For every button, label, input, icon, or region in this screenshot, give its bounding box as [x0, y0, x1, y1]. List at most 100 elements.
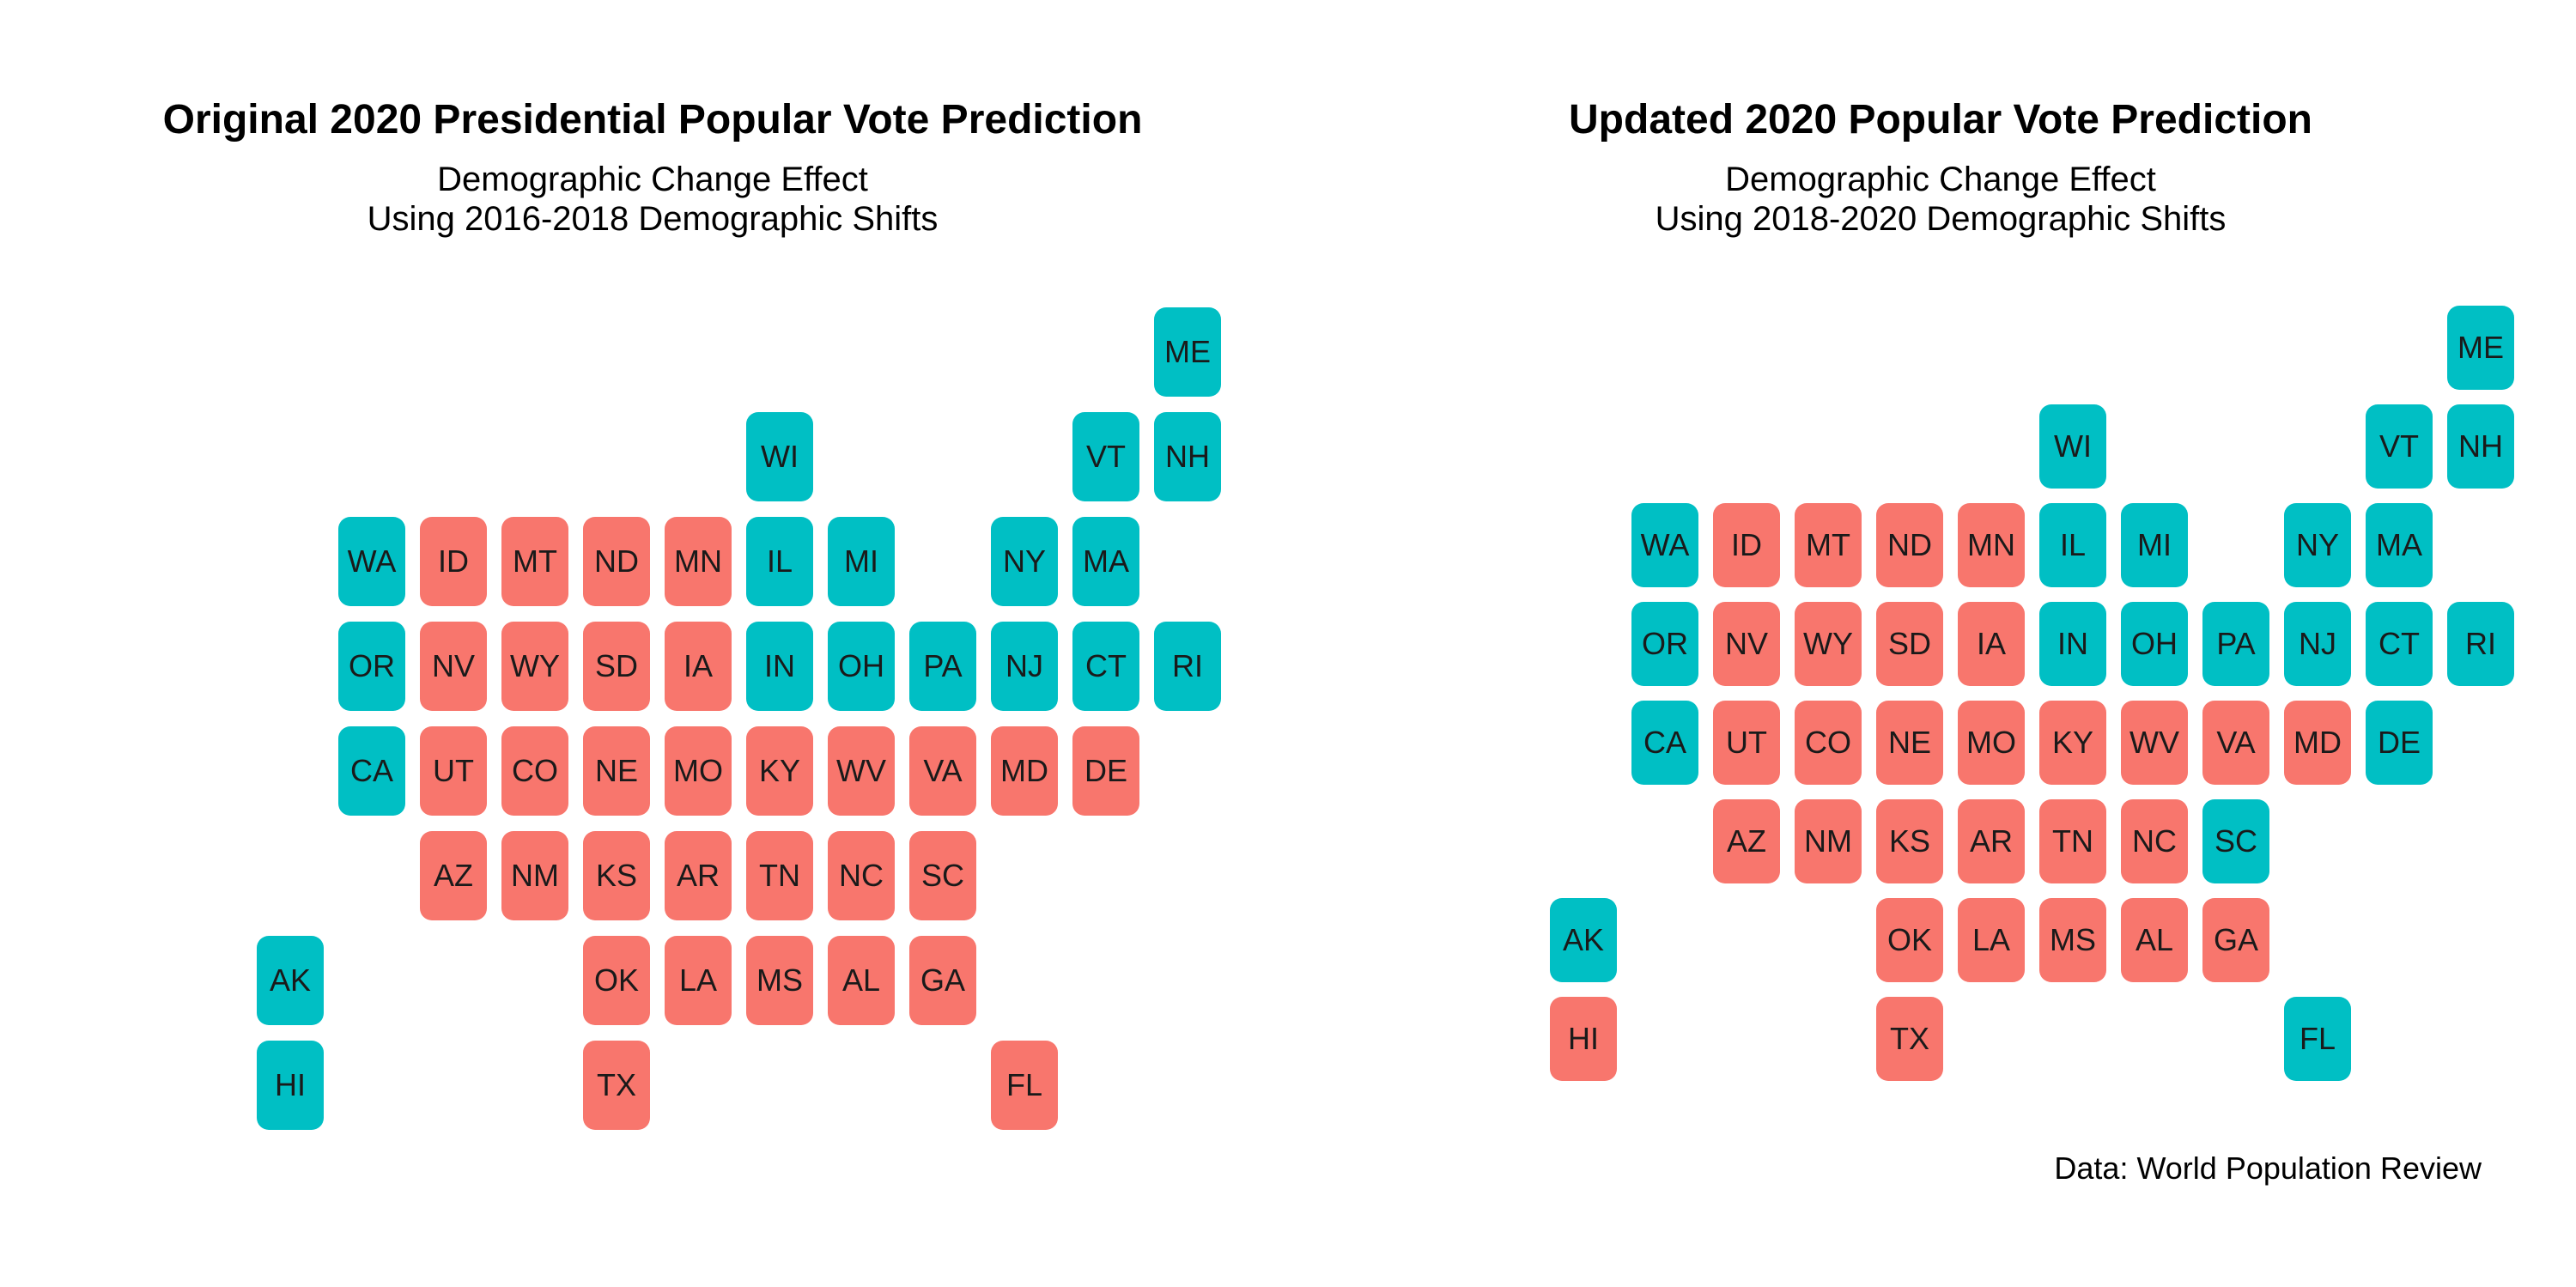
state-tile-nm: NM	[1795, 799, 1862, 883]
state-tile-in: IN	[746, 622, 813, 711]
state-tile-md: MD	[991, 726, 1058, 816]
state-tile-la: LA	[1958, 898, 2025, 982]
state-tile-wa: WA	[338, 517, 405, 606]
state-tile-in: IN	[2039, 602, 2106, 686]
right-panel-subtitle: Demographic Change Effect Using 2018-202…	[1305, 160, 2576, 239]
state-tile-pa: PA	[2202, 602, 2269, 686]
right-map-panel: Updated 2020 Popular Vote Prediction Dem…	[1305, 0, 2576, 1287]
state-tile-al: AL	[2121, 898, 2188, 982]
state-tile-ny: NY	[991, 517, 1058, 606]
state-tile-ca: CA	[338, 726, 405, 816]
state-tile-pa: PA	[909, 622, 976, 711]
left-panel-subtitle: Demographic Change Effect Using 2016-201…	[0, 160, 1305, 239]
state-tile-wa: WA	[1631, 503, 1698, 587]
state-tile-ia: IA	[665, 622, 732, 711]
right-panel-title: Updated 2020 Popular Vote Prediction	[1569, 97, 2312, 143]
state-tile-wv: WV	[828, 726, 895, 816]
state-tile-me: ME	[2447, 306, 2514, 390]
state-tile-az: AZ	[1713, 799, 1780, 883]
state-tile-fl: FL	[2284, 997, 2351, 1081]
state-tile-nd: ND	[1876, 503, 1943, 587]
state-tile-wy: WY	[1795, 602, 1862, 686]
state-tile-hi: HI	[1550, 997, 1617, 1081]
state-tile-me: ME	[1154, 307, 1221, 397]
state-tile-ks: KS	[1876, 799, 1943, 883]
state-tile-vt: VT	[2366, 404, 2433, 489]
state-tile-mo: MO	[665, 726, 732, 816]
state-tile-hi: HI	[257, 1041, 324, 1130]
state-tile-vt: VT	[1072, 412, 1139, 501]
left-map-panel: Original 2020 Presidential Popular Vote …	[0, 97, 1305, 1130]
state-tile-ms: MS	[746, 936, 813, 1025]
state-tile-tx: TX	[583, 1041, 650, 1130]
state-tile-ga: GA	[2202, 898, 2269, 982]
state-tile-co: CO	[1795, 701, 1862, 785]
state-tile-va: VA	[909, 726, 976, 816]
state-tile-ne: NE	[1876, 701, 1943, 785]
state-tile-ga: GA	[909, 936, 976, 1025]
state-tile-il: IL	[2039, 503, 2106, 587]
state-tile-id: ID	[1713, 503, 1780, 587]
state-tile-de: DE	[1072, 726, 1139, 816]
state-tile-ia: IA	[1958, 602, 2025, 686]
state-tile-mt: MT	[1795, 503, 1862, 587]
state-tile-nd: ND	[583, 517, 650, 606]
state-tile-co: CO	[501, 726, 568, 816]
state-tile-ne: NE	[583, 726, 650, 816]
state-tile-sd: SD	[583, 622, 650, 711]
state-tile-md: MD	[2284, 701, 2351, 785]
state-tile-ks: KS	[583, 831, 650, 920]
state-tile-ok: OK	[583, 936, 650, 1025]
state-tile-mn: MN	[1958, 503, 2025, 587]
state-tile-tn: TN	[746, 831, 813, 920]
state-tile-ct: CT	[2366, 602, 2433, 686]
state-tile-az: AZ	[420, 831, 487, 920]
state-tile-wy: WY	[501, 622, 568, 711]
state-tile-or: OR	[338, 622, 405, 711]
state-tile-nh: NH	[2447, 404, 2514, 489]
state-tile-tx: TX	[1876, 997, 1943, 1081]
state-tile-nc: NC	[828, 831, 895, 920]
state-tile-nj: NJ	[2284, 602, 2351, 686]
state-tile-nc: NC	[2121, 799, 2188, 883]
right-subtitle-line1: Demographic Change Effect	[1725, 161, 2156, 198]
state-tile-wv: WV	[2121, 701, 2188, 785]
state-tile-mo: MO	[1958, 701, 2025, 785]
state-tile-nj: NJ	[991, 622, 1058, 711]
state-tile-mt: MT	[501, 517, 568, 606]
state-tile-nh: NH	[1154, 412, 1221, 501]
left-tile-map: ME WI VT NH WA ID MT ND MN IL MI NY MA OR NV WY SD IA IN OH…	[257, 307, 1221, 1130]
state-tile-ct: CT	[1072, 622, 1139, 711]
state-tile-ky: KY	[746, 726, 813, 816]
state-tile-ma: MA	[2366, 503, 2433, 587]
state-tile-id: ID	[420, 517, 487, 606]
state-tile-la: LA	[665, 936, 732, 1025]
state-tile-ma: MA	[1072, 517, 1139, 606]
state-tile-ak: AK	[257, 936, 324, 1025]
state-tile-al: AL	[828, 936, 895, 1025]
state-tile-ny: NY	[2284, 503, 2351, 587]
state-tile-ut: UT	[1713, 701, 1780, 785]
state-tile-mi: MI	[828, 517, 895, 606]
state-tile-ok: OK	[1876, 898, 1943, 982]
state-tile-de: DE	[2366, 701, 2433, 785]
state-tile-ms: MS	[2039, 898, 2106, 982]
state-tile-ca: CA	[1631, 701, 1698, 785]
state-tile-ri: RI	[1154, 622, 1221, 711]
state-tile-ri: RI	[2447, 602, 2514, 686]
state-tile-ar: AR	[665, 831, 732, 920]
state-tile-oh: OH	[828, 622, 895, 711]
state-tile-nm: NM	[501, 831, 568, 920]
state-tile-ut: UT	[420, 726, 487, 816]
state-tile-nv: NV	[1713, 602, 1780, 686]
state-tile-tn: TN	[2039, 799, 2106, 883]
state-tile-sc: SC	[2202, 799, 2269, 883]
left-subtitle-line2: Using 2016-2018 Demographic Shifts	[367, 200, 939, 238]
state-tile-wi: WI	[746, 412, 813, 501]
state-tile-wi: WI	[2039, 404, 2106, 489]
state-tile-ky: KY	[2039, 701, 2106, 785]
state-tile-oh: OH	[2121, 602, 2188, 686]
state-tile-mi: MI	[2121, 503, 2188, 587]
right-subtitle-line2: Using 2018-2020 Demographic Shifts	[1655, 200, 2227, 238]
state-tile-ak: AK	[1550, 898, 1617, 982]
